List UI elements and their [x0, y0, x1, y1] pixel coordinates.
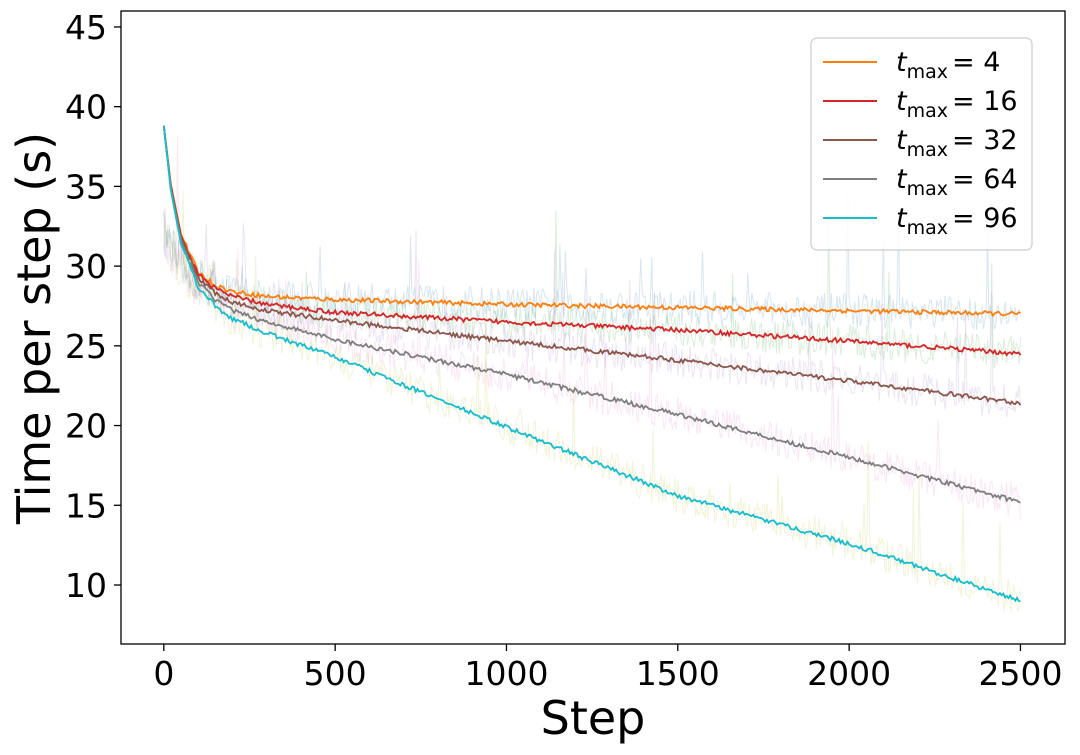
y-tick-label: 25	[65, 327, 107, 366]
y-tick-label: 20	[65, 407, 107, 446]
x-tick-label: 0	[153, 654, 174, 693]
series-line-3	[162, 125, 1021, 504]
series-line-0	[162, 125, 1021, 318]
legend-label-3: tmax = 64	[896, 164, 1018, 200]
y-tick-label: 30	[65, 247, 107, 286]
x-tick-label: 2000	[807, 654, 891, 693]
y-axis-ticks: 10 15 20 25 30 35 40 45	[65, 8, 121, 605]
y-axis-label: Time per step (s)	[7, 132, 61, 525]
y-tick-label: 35	[65, 167, 107, 206]
legend-label-1: tmax = 16	[896, 86, 1018, 122]
y-tick-label: 15	[65, 486, 107, 525]
y-tick-label: 45	[65, 8, 107, 47]
x-axis-ticks: 0 500 1000 1500 2000 2500	[153, 644, 1062, 693]
noise-band-3	[163, 135, 1021, 520]
x-tick-label: 1000	[464, 654, 548, 693]
noise-band-1	[163, 210, 1021, 369]
x-tick-label: 1500	[636, 654, 720, 693]
series-line-2	[162, 125, 1022, 406]
noise-band-0	[163, 189, 1021, 330]
y-tick-label: 10	[65, 566, 107, 605]
legend-label-2: tmax = 32	[896, 125, 1018, 161]
y-tick-label: 40	[65, 88, 107, 127]
plot-area-frame	[120, 10, 1066, 645]
legend-label-4: tmax = 96	[896, 203, 1018, 239]
noise-band-4	[163, 190, 1021, 613]
legend-label-0: tmax = 4	[896, 47, 1000, 83]
series-lines	[162, 125, 1022, 603]
series-line-1	[162, 125, 1022, 357]
legend-frame	[810, 37, 1033, 251]
x-tick-label: 2500	[978, 654, 1062, 693]
x-tick-label: 500	[304, 654, 367, 693]
x-axis-label: Step	[541, 691, 646, 745]
series-line-4	[162, 125, 1021, 603]
